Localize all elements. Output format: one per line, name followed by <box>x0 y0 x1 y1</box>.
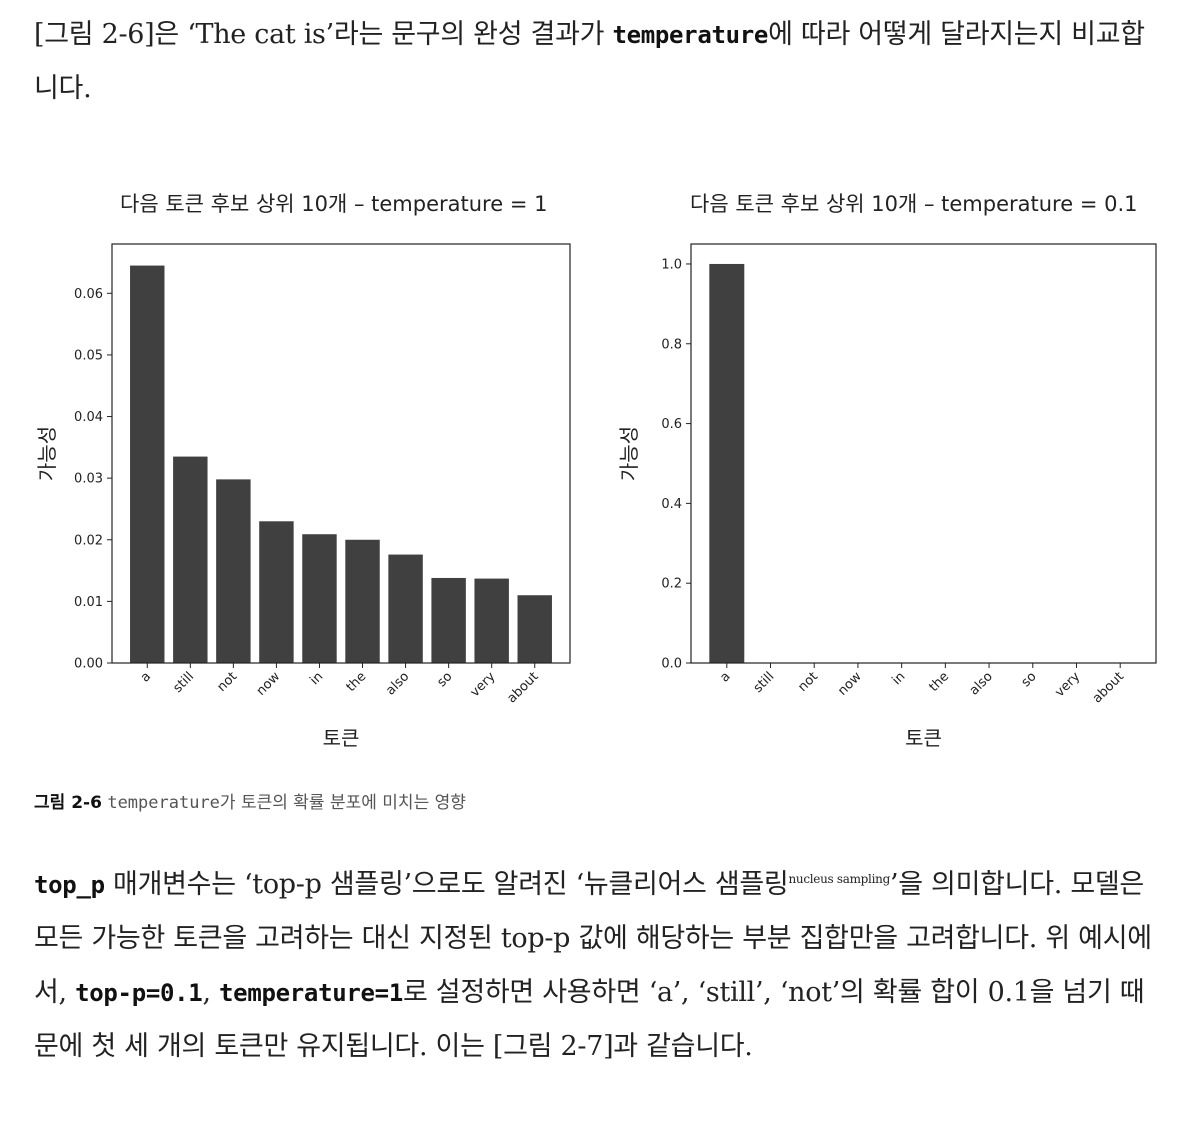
y-tick-label: 0.06 <box>74 287 103 302</box>
caption-label: 그림 2-6 <box>34 793 102 813</box>
para2-text-c: , <box>202 977 220 1008</box>
plot-frame <box>690 243 1157 664</box>
bar-about <box>517 595 552 663</box>
x-tick-label-in: in <box>889 669 908 688</box>
bar-the <box>345 539 380 663</box>
para1-text-b: 에 따라 어떻게 달라지는지 비교합니다. <box>34 19 1145 104</box>
y-tick-label: 0.00 <box>74 657 103 672</box>
top-p-paragraph: top_p 매개변수는 ‘top-p 샘플링’으로도 알려진 ‘뉴클리어스 샘플… <box>34 852 1164 1074</box>
caption-text: 가 토큰의 확률 분포에 미치는 영향 <box>219 793 466 813</box>
bar-in <box>302 534 337 663</box>
para2-text-b: ’을 의미합니다. 모델은 모든 가능한 토큰을 고려하는 대신 지정된 top… <box>34 869 1152 1008</box>
x-tick-label-very: very <box>468 669 499 700</box>
figure-caption: 그림 2-6 temperature가 토큰의 확률 분포에 미치는 영향 <box>34 788 466 813</box>
bar-now <box>259 521 294 663</box>
bar-so <box>431 577 466 663</box>
y-tick-label: 0.8 <box>661 337 682 352</box>
y-tick-label: 0.4 <box>661 497 682 512</box>
chart2-title: 다음 토큰 후보 상위 10개 – temperature = 0.1 <box>690 192 1138 216</box>
x-tick-label-also: also <box>383 669 412 698</box>
y-tick-label: 0.0 <box>661 657 682 672</box>
intro-paragraph: [그림 2-6]은 ‘The cat is’라는 문구의 완성 결과가 temp… <box>34 8 1164 116</box>
chart2-temperature-0-1: a still not now in the also so very about 0.0 0.2 0.… <box>617 243 1157 750</box>
x-tick-label-also: also <box>967 669 996 698</box>
y-tick-label: 1.0 <box>661 257 682 272</box>
x-tick-label-very: very <box>1052 669 1083 700</box>
x-tick-label-now: now <box>254 669 284 699</box>
bar-very <box>474 578 509 663</box>
chart1-temperature-1: a still not now in the also so very about 0.00 0.01… <box>35 243 571 750</box>
x-tick-label-about: about <box>504 669 541 706</box>
x-tick-label-so: so <box>1019 669 1040 690</box>
para1-code-temperature: temperature <box>612 21 769 49</box>
bar-still <box>173 456 208 663</box>
y-tick-label: 0.04 <box>74 410 103 425</box>
x-tick-label-about: about <box>1090 669 1127 706</box>
x-axis-label: 토큰 <box>323 726 360 750</box>
para2-code-top-p: top_p <box>34 871 105 899</box>
x-tick-label-the: the <box>344 669 370 695</box>
x-tick-label-the: the <box>926 669 952 695</box>
x-tick-label-a: a <box>138 669 154 685</box>
x-tick-label-not: not <box>795 669 821 695</box>
y-tick-label: 0.01 <box>74 595 103 610</box>
bar-not <box>216 479 251 663</box>
x-axis-label: 토큰 <box>905 726 942 750</box>
x-tick-label-in: in <box>307 669 326 688</box>
para2-text-d: 로 설정하면 사용하면 ‘a’, ‘still’, ‘not’의 확률 합이 0… <box>34 977 1145 1062</box>
para2-code-top-p-value: top-p=0.1 <box>75 979 203 1007</box>
x-tick-label-so: so <box>434 669 455 690</box>
para1-text-a: [그림 2-6]은 ‘The cat is’라는 문구의 완성 결과가 <box>34 19 613 50</box>
y-tick-label: 0.05 <box>74 348 103 363</box>
chart1-title: 다음 토큰 후보 상위 10개 – temperature = 1 <box>120 192 548 216</box>
y-axis-label: 가능성 <box>35 426 59 481</box>
para2-text-a: 매개변수는 ‘top-p 샘플링’으로도 알려진 ‘뉴클리어스 샘플링 <box>104 869 789 900</box>
plot-frame <box>111 243 571 664</box>
y-tick-label: 0.02 <box>74 533 103 548</box>
x-tick-label-a: a <box>717 669 733 685</box>
caption-code: temperature <box>107 793 220 813</box>
y-tick-label: 0.03 <box>74 472 103 487</box>
x-tick-label-still: still <box>751 669 778 696</box>
y-tick-label: 0.6 <box>661 417 682 432</box>
y-tick-label: 0.2 <box>661 577 682 592</box>
bar-a <box>130 265 165 663</box>
x-tick-label-still: still <box>170 669 197 696</box>
bar-also <box>388 554 423 663</box>
bar-a <box>709 263 745 663</box>
x-tick-label-now: now <box>835 669 865 699</box>
x-tick-label-not: not <box>215 669 241 695</box>
para2-code-temperature-value: temperature=1 <box>219 979 403 1007</box>
y-axis-label: 가능성 <box>617 426 641 481</box>
para2-sup-nucleus: nucleus sampling <box>788 872 890 886</box>
